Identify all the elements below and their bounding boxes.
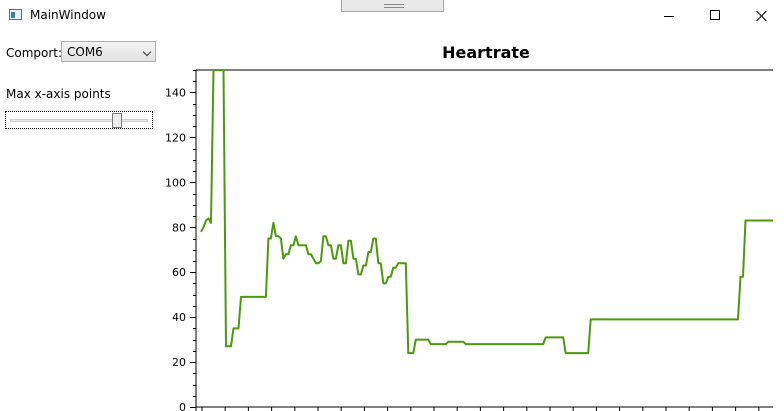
y-tick-label: 80	[172, 221, 186, 234]
app-window-icon	[9, 9, 22, 20]
chart-title: Heartrate	[442, 43, 530, 62]
y-tick-label: 20	[172, 356, 186, 369]
max-points-label: Max x-axis points	[6, 87, 111, 101]
maximize-icon	[710, 10, 720, 20]
comport-select[interactable]: COM6	[61, 41, 156, 62]
comport-label: Comport:	[6, 46, 63, 60]
slider-track[interactable]	[10, 119, 148, 122]
y-tick-label: 120	[165, 131, 186, 144]
window-title: MainWindow	[30, 8, 106, 22]
minimize-icon	[664, 16, 674, 17]
y-tick-label: 60	[172, 266, 186, 279]
y-tick-label: 140	[165, 86, 186, 99]
heartrate-series-line	[200, 70, 773, 355]
y-tick-label: 40	[172, 311, 186, 324]
drag-grip-handle[interactable]	[341, 0, 444, 12]
slider-thumb[interactable]	[112, 113, 123, 128]
y-tick-label: 100	[165, 176, 186, 189]
max-points-slider[interactable]	[5, 111, 153, 129]
y-tick-label: 0	[179, 401, 186, 411]
comport-selected-value: COM6	[67, 45, 103, 59]
maximize-button[interactable]	[692, 0, 738, 32]
title-bar: MainWindow	[0, 0, 784, 32]
minimize-button[interactable]	[646, 0, 692, 32]
